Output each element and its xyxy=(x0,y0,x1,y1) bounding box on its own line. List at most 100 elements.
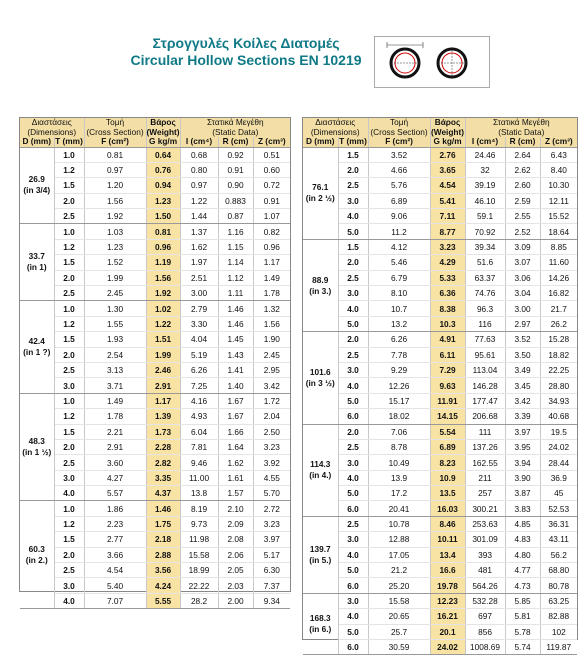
table-row: 168.3 (in 6.) 3.0 15.58 12.23 532.28 5.85 63.25 xyxy=(303,593,578,655)
thickness-cell: 4.0 xyxy=(338,377,369,394)
inertia-cell: 32 xyxy=(465,162,506,179)
table-row: 5.0 13.2 10.3 116 2.97 26.2 xyxy=(303,316,578,333)
radius-cell: 2.00 xyxy=(218,593,254,610)
table-row: 3.0 6.89 5.41 46.10 2.59 12.11 xyxy=(303,193,578,210)
weight-cell: 7.29 xyxy=(430,362,466,379)
weight-cell: 6.89 xyxy=(430,439,466,456)
section-area-cell: 6.89 xyxy=(368,193,431,210)
thickness-cell: 2.5 xyxy=(338,439,369,456)
inertia-cell: 11.98 xyxy=(180,531,219,548)
section-area-cell: 1.52 xyxy=(84,254,147,271)
radius-cell: 3.97 xyxy=(505,424,541,440)
weight-cell: 13.4 xyxy=(430,547,466,564)
weight-cell: 10.9 xyxy=(430,470,466,487)
weight-cell: 3.23 xyxy=(430,239,466,256)
section-area-cell: 6.79 xyxy=(368,270,431,287)
section-area-cell: 30.59 xyxy=(368,639,431,655)
radius-cell: 1.11 xyxy=(218,285,254,302)
radius-cell: 1.67 xyxy=(218,393,254,410)
section-area-cell: 2.23 xyxy=(84,516,147,533)
table-row: 2.0 1.56 1.23 1.22 0.883 0.91 xyxy=(20,193,291,210)
thickness-cell: 2.5 xyxy=(54,285,85,302)
inertia-cell: 211 xyxy=(465,470,506,487)
inertia-cell: 74.76 xyxy=(465,285,506,302)
section-area-cell: 1.92 xyxy=(84,208,147,225)
diameter-inch: (in 3 ½) xyxy=(305,377,335,388)
section-area-cell: 8.78 xyxy=(368,439,431,456)
weight-cell: 1.02 xyxy=(146,300,181,317)
inertia-cell: 7.25 xyxy=(180,377,219,394)
table-row: 3.0 3.71 2.91 7.25 1.40 3.42 xyxy=(20,377,291,394)
header-weight-en: (Weight) xyxy=(430,126,466,137)
table-row: 4.0 20.65 16.21 697 5.81 82.88 xyxy=(303,608,578,625)
header-dimensions-gr: Διαστάσεις xyxy=(20,118,85,128)
inertia-cell: 1.97 xyxy=(180,254,219,271)
radius-cell: 1.57 xyxy=(218,485,254,502)
table-row: 1.2 0.97 0.76 0.80 0.91 0.60 xyxy=(20,162,291,179)
radius-cell: 2.55 xyxy=(505,208,541,225)
weight-cell: 2.28 xyxy=(146,439,181,456)
thickness-cell: 4.0 xyxy=(54,485,85,502)
table-row: 114.3 (in 4.) 2.0 7.06 5.54 111 3.97 19.5 xyxy=(303,424,578,517)
modulus-cell: 10.30 xyxy=(540,177,578,194)
modulus-cell: 28.80 xyxy=(540,377,578,394)
inertia-cell: 257 xyxy=(465,485,506,502)
header-section-gr: Τομή xyxy=(84,118,147,128)
header-col-t: T (mm) xyxy=(54,136,85,148)
weight-cell: 1.23 xyxy=(146,193,181,210)
radius-cell: 1.15 xyxy=(218,239,254,256)
inertia-cell: 697 xyxy=(465,608,506,625)
modulus-cell: 82.88 xyxy=(540,608,578,625)
section-area-cell: 20.65 xyxy=(368,608,431,625)
table-row: 4.0 13.9 10.9 211 3.90 36.9 xyxy=(303,470,578,487)
weight-cell: 6.11 xyxy=(430,347,466,363)
diameter-inch: (in 3/4) xyxy=(23,185,51,196)
inertia-cell: 8.19 xyxy=(180,500,219,517)
modulus-cell: 36.9 xyxy=(540,470,578,487)
inertia-cell: 3.30 xyxy=(180,316,219,333)
radius-cell: 1.12 xyxy=(218,270,254,287)
table-row: 5.0 21.2 16.6 481 4.77 68.80 xyxy=(303,562,578,579)
section-area-cell: 3.13 xyxy=(84,362,147,379)
radius-cell: 2.60 xyxy=(505,177,541,194)
diameter-inch: (in 1) xyxy=(26,262,47,273)
weight-cell: 3.65 xyxy=(430,162,466,179)
diameter-value: 42.4 xyxy=(28,336,45,347)
radius-cell: 3.83 xyxy=(505,500,541,517)
diameter-inch: (in 1 ½) xyxy=(22,447,52,458)
weight-cell: 1.92 xyxy=(146,285,181,302)
table-row: 1.5 2.21 1.73 6.04 1.66 2.50 xyxy=(20,424,291,440)
table-row: 1.5 1.93 1.51 4.04 1.45 1.90 xyxy=(20,331,291,348)
radius-cell: 1.62 xyxy=(218,454,254,471)
modulus-cell: 34.93 xyxy=(540,393,578,410)
inertia-cell: 253.63 xyxy=(465,516,506,533)
modulus-cell: 9.34 xyxy=(253,593,291,610)
table-row: 26.9 (in 3/4) 1.0 0.81 0.64 0.68 0.92 0.51 xyxy=(20,147,291,225)
table-row: 3.0 10.49 8.23 162.55 3.94 28.44 xyxy=(303,454,578,471)
inertia-cell: 137.26 xyxy=(465,439,506,456)
section-area-cell: 13.2 xyxy=(368,316,431,333)
radius-cell: 2.52 xyxy=(505,223,541,240)
cross-section-diagram xyxy=(374,36,490,88)
header-col-i: I (cm⁴) xyxy=(465,137,506,148)
section-area-cell: 1.56 xyxy=(84,193,147,210)
thickness-cell: 2.0 xyxy=(338,331,369,348)
thickness-cell: 4.0 xyxy=(338,608,369,625)
weight-cell: 4.54 xyxy=(430,177,466,194)
header-weight-gr: Βάρος xyxy=(430,118,466,128)
table-row: 1.2 2.23 1.75 9.73 2.09 3.23 xyxy=(20,516,291,533)
thickness-cell: 1.0 xyxy=(54,147,85,163)
section-area-cell: 12.26 xyxy=(368,377,431,394)
weight-cell: 1.46 xyxy=(146,500,181,517)
table-row: 4.0 10.7 8.38 96.3 3.00 21.7 xyxy=(303,300,578,317)
thickness-cell: 4.0 xyxy=(54,593,85,610)
radius-cell: 4.80 xyxy=(505,547,541,564)
modulus-cell: 8.85 xyxy=(540,239,578,256)
radius-cell: 3.45 xyxy=(505,377,541,394)
modulus-cell: 15.52 xyxy=(540,208,578,225)
modulus-cell: 2.95 xyxy=(253,362,291,379)
diameter-inch: (in 2.) xyxy=(25,554,48,565)
radius-cell: 1.61 xyxy=(218,470,254,487)
diameter-inch: (in 2 ½) xyxy=(305,193,335,204)
radius-cell: 3.06 xyxy=(505,270,541,287)
